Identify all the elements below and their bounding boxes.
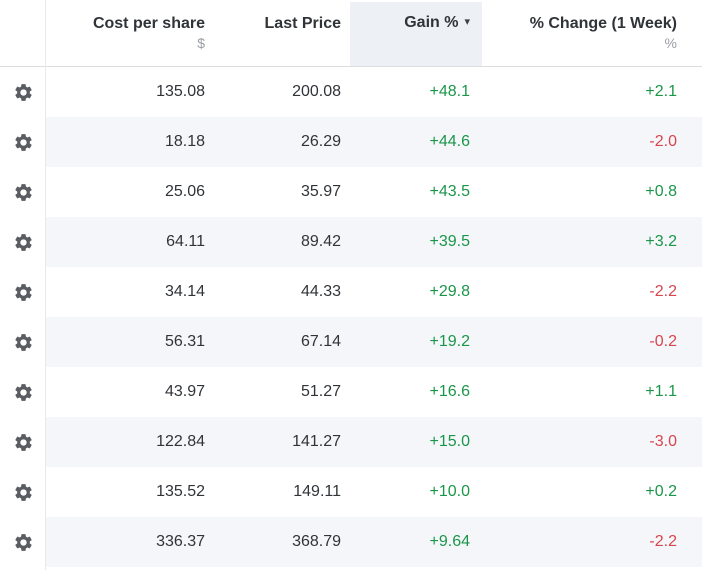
cost-per-share-value: 135.52 [45,467,215,517]
cost-per-share-value: 135.08 [45,66,215,117]
last-price-value: 51.27 [215,367,350,417]
last-price-value: 44.33 [215,267,350,317]
week-change-value: -3.0 [482,417,702,467]
col-header-gain-percent[interactable]: Gain % ▾ [350,0,482,67]
table-body: 135.08 200.08 +48.1 +2.1 18.18 26.29 +44… [0,66,702,567]
row-actions-cell [0,66,45,117]
gear-icon [15,333,32,351]
gear-icon [15,283,32,301]
cost-per-share-value: 34.14 [45,267,215,317]
row-actions-cell [0,217,45,267]
week-change-value: +2.1 [482,66,702,117]
last-price-value: 89.42 [215,217,350,267]
table-row: 336.37 368.79 +9.64 -2.2 [0,517,702,567]
gain-percent-value: +15.0 [350,417,482,467]
week-change-value: -2.2 [482,267,702,317]
gain-percent-value: +44.6 [350,117,482,167]
row-actions-header [0,0,45,67]
cost-per-share-value: 64.11 [45,217,215,267]
row-actions-cell [0,317,45,367]
row-settings-button[interactable] [13,332,34,353]
last-price-value: 141.27 [215,417,350,467]
table-row: 56.31 67.14 +19.2 -0.2 [0,317,702,367]
cost-per-share-value: 336.37 [45,517,215,567]
gear-icon [15,133,32,151]
week-change-value: +1.1 [482,367,702,417]
row-actions-cell [0,267,45,317]
table-row: 25.06 35.97 +43.5 +0.8 [0,167,702,217]
row-settings-button[interactable] [13,232,34,253]
col-label: % Change (1 Week) [529,14,677,32]
last-price-value: 35.97 [215,167,350,217]
table-row: 34.14 44.33 +29.8 -2.2 [0,267,702,317]
row-settings-button[interactable] [13,532,34,553]
col-header-last-price[interactable]: Last Price [215,0,350,67]
last-price-value: 368.79 [215,517,350,567]
col-unit: $ [197,34,205,51]
last-price-value: 200.08 [215,66,350,117]
week-change-value: -2.2 [482,517,702,567]
gear-icon [15,533,32,551]
col-header-week-change[interactable]: % Change (1 Week) % [482,0,702,67]
row-actions-cell [0,417,45,467]
cost-per-share-value: 122.84 [45,417,215,467]
sort-descending-icon: ▾ [464,16,470,28]
col-unit: % [664,34,677,51]
col-header-cost-per-share[interactable]: Cost per share $ [45,0,215,67]
gear-icon [15,483,32,501]
week-change-value: -2.0 [482,117,702,167]
week-change-value: +3.2 [482,217,702,267]
row-settings-button[interactable] [13,132,34,153]
table-row: 135.52 149.11 +10.0 +0.2 [0,467,702,517]
row-actions-cell [0,117,45,167]
last-price-value: 149.11 [215,467,350,517]
gain-percent-value: +43.5 [350,167,482,217]
gain-percent-value: +29.8 [350,267,482,317]
gain-percent-value: +10.0 [350,467,482,517]
gain-percent-value: +48.1 [350,66,482,117]
table-row: 64.11 89.42 +39.5 +3.2 [0,217,702,267]
row-settings-button[interactable] [13,282,34,303]
gear-icon [15,433,32,451]
gain-percent-value: +19.2 [350,317,482,367]
row-settings-button[interactable] [13,182,34,203]
cost-per-share-value: 43.97 [45,367,215,417]
row-actions-cell [0,517,45,567]
col-unit [350,34,470,53]
gain-percent-value: +16.6 [350,367,482,417]
gear-icon [15,83,32,101]
gear-icon [15,183,32,201]
gear-icon [15,383,32,401]
table-row: 135.08 200.08 +48.1 +2.1 [0,66,702,117]
row-settings-button[interactable] [13,482,34,503]
table-row: 122.84 141.27 +15.0 -3.0 [0,417,702,467]
row-actions-cell [0,367,45,417]
row-actions-cell [0,167,45,217]
col-label: Gain % [404,14,459,31]
table-row: 43.97 51.27 +16.6 +1.1 [0,367,702,417]
last-price-value: 67.14 [215,317,350,367]
week-change-value: +0.2 [482,467,702,517]
col-unit [215,34,341,53]
row-settings-button[interactable] [13,382,34,403]
cost-per-share-value: 56.31 [45,317,215,367]
last-price-value: 26.29 [215,117,350,167]
table-row: 18.18 26.29 +44.6 -2.0 [0,117,702,167]
week-change-value: +0.8 [482,167,702,217]
gain-percent-value: +39.5 [350,217,482,267]
col-label: Cost per share [92,14,205,32]
cost-per-share-value: 18.18 [45,117,215,167]
gain-percent-value: +9.64 [350,517,482,567]
cost-per-share-value: 25.06 [45,167,215,217]
row-actions-cell [0,467,45,517]
gear-icon [15,233,32,251]
row-settings-button[interactable] [13,82,34,103]
header-row: Cost per share $ Last Price Gain % ▾ % Ch… [0,0,702,67]
col-label: Last Price [264,14,341,32]
row-settings-button[interactable] [13,432,34,453]
week-change-value: -0.2 [482,317,702,367]
